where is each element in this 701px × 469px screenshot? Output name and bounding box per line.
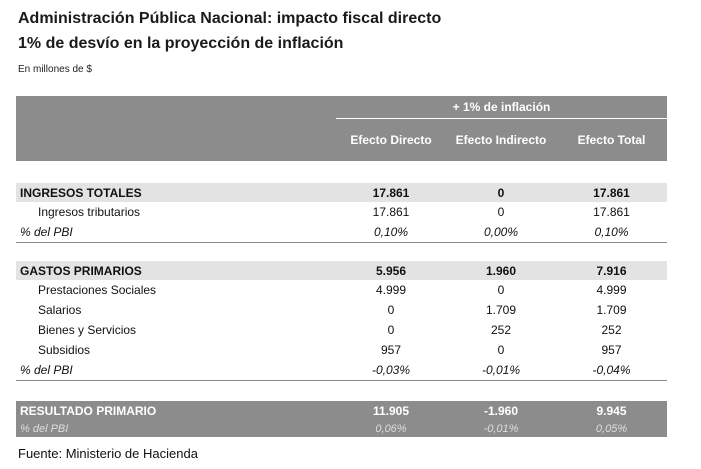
gastos-pct-row: % del PBI -0,03% -0,01% -0,04% [16,360,668,381]
column-header-direct: Efecto Directo [336,118,446,161]
cell-indirect: 0,00% [446,222,556,243]
row-label: Ingresos tributarios [38,205,141,219]
header-blank-cell [16,118,336,161]
cell-direct: 11.905 [336,401,446,420]
row-label: GASTOS PRIMARIOS [16,261,336,280]
spacer-row [16,380,668,401]
ingresos-total-row: INGRESOS TOTALES 17.861 0 17.861 [16,183,668,202]
cell-direct: 0,10% [336,222,446,243]
cell-total: 9.945 [556,401,668,420]
cell-total: -0,04% [556,360,668,381]
cell-total: 1.709 [596,303,627,317]
row-label: Salarios [38,303,82,317]
cell-total: 17.861 [593,205,630,219]
cell-indirect: -0,01% [446,360,556,381]
cell-direct: 0 [387,303,395,317]
row-label: % del PBI [16,360,336,381]
header-row-columns: Efecto Directo Efecto Indirecto Efecto T… [16,118,668,161]
row-label: INGRESOS TOTALES [16,183,336,202]
table-row: Ingresos tributarios 17.861 0 17.861 [16,202,667,222]
resultado-pct-row: % del PBI 0,06% -0,01% 0,05% [16,420,668,437]
spacer-row [16,161,668,183]
ingresos-pct-row: % del PBI 0,10% 0,00% 0,10% [16,222,668,243]
group-header: + 1% de inflación [336,96,668,119]
cell-indirect: 0 [497,283,505,297]
table-row: Bienes y Servicios 0 252 252 [16,320,667,340]
cell-total: 4.999 [596,283,627,297]
gastos-total-row: GASTOS PRIMARIOS 5.956 1.960 7.916 [16,261,668,280]
cell-direct: 0 [387,323,395,337]
header-row-group: + 1% de inflación [16,96,668,119]
title-line-1: Administración Pública Nacional: impacto… [18,10,442,27]
cell-direct: 5.956 [336,261,446,280]
fiscal-impact-table: + 1% de inflación Efecto Directo Efecto … [16,96,668,437]
cell-total: 0,05% [556,420,668,437]
table-row: Salarios 0 1.709 1.709 [16,300,667,320]
cell-total: 7.916 [556,261,668,280]
cell-direct: 957 [380,343,402,357]
cell-total: 957 [601,343,622,357]
cell-total: 0,10% [556,222,668,243]
cell-indirect: -0,01% [446,420,556,437]
cell-indirect: 0 [446,183,556,202]
column-header-indirect: Efecto Indirecto [446,118,556,161]
resultado-total-row: RESULTADO PRIMARIO 11.905 -1.960 9.945 [16,401,668,420]
cell-direct: 17.861 [372,205,410,219]
cell-indirect: 1.709 [485,303,517,317]
cell-direct: -0,03% [336,360,446,381]
row-label: RESULTADO PRIMARIO [16,401,336,420]
cell-total: 252 [601,323,622,337]
cell-indirect: -1.960 [446,401,556,420]
source-note: Fuente: Ministerio de Hacienda [18,446,198,461]
cell-total: 17.861 [556,183,668,202]
cell-direct: 0,06% [336,420,446,437]
row-label: Subsidios [38,343,91,357]
row-label: Bienes y Servicios [38,323,137,337]
title-line-2: 1% de desvío en la proyección de inflaci… [18,35,344,52]
cell-indirect: 252 [490,323,512,337]
table-row: Subsidios 957 0 957 [16,340,667,360]
header-blank-cell [16,96,336,119]
spacer-row [16,242,668,261]
cell-indirect: 0 [497,205,505,219]
row-label: % del PBI [16,222,336,243]
row-label: % del PBI [16,420,336,437]
table-row: Prestaciones Sociales 4.999 0 4.999 [16,280,667,300]
cell-direct: 17.861 [336,183,446,202]
row-label: Prestaciones Sociales [38,283,157,297]
cell-direct: 4.999 [375,283,407,297]
cell-indirect: 0 [497,343,505,357]
unit-note: En millones de $ [18,64,92,75]
column-header-total: Efecto Total [556,118,668,161]
cell-indirect: 1.960 [446,261,556,280]
